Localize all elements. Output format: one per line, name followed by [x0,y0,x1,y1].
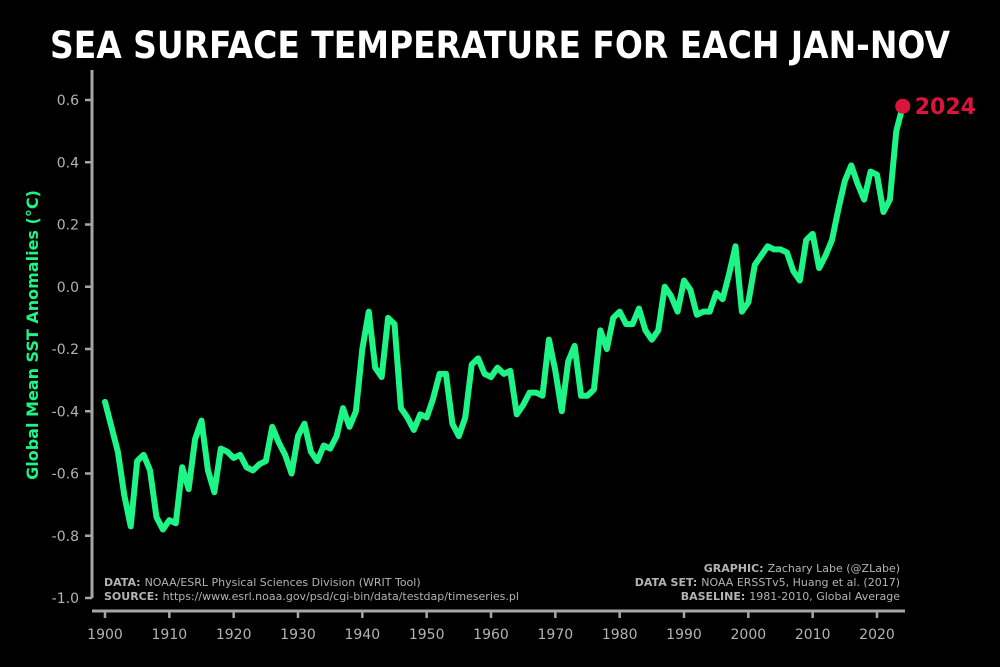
chart-title: SEA SURFACE TEMPERATURE FOR EACH JAN-NOV [50,24,950,67]
credit-dataset-key: DATA SET: [635,576,698,589]
x-axis: 1900 1910 1920 1930 1940 1950 1960 1970 1980 1990… [87,609,905,643]
x-tick-label: 1990 [666,627,702,643]
credit-source-key: SOURCE: [104,590,159,603]
credits-right: GRAPHIC: Zachary Labe (@ZLabe) DATA SET: N… [635,562,900,603]
y-tick-label: -0.2 [52,342,79,358]
y-tick-label: 0.4 [57,155,79,171]
highlight-label: 2024 [915,95,976,120]
y-tick-label: 0.2 [57,218,79,234]
y-tick-label: -0.8 [52,529,79,545]
x-tick-label: 1920 [216,627,252,643]
y-tick-label: -1.0 [52,591,79,607]
credit-data: DATA: NOAA/ESRL Physical Sciences Divisio… [104,576,421,589]
credit-baseline-value: 1981-2010, Global Average [749,590,900,603]
credit-dataset-value: NOAA ERSSTv5, Huang et al. (2017) [701,576,900,589]
x-tick-label: 2000 [731,627,767,643]
credit-graphic-key: GRAPHIC: [704,562,764,575]
x-tick-label: 1940 [345,627,381,643]
x-tick-label: 2020 [859,627,895,643]
y-axis-label: Global Mean SST Anomalies (°C) [23,190,42,480]
y-tick-label: 0.6 [57,93,79,109]
y-tick-label: 0.0 [57,280,79,296]
highlight-point [895,98,911,114]
credit-dataset: DATA SET: NOAA ERSSTv5, Huang et al. (201… [635,576,900,589]
y-axis: 0.6 0.4 0.2 0.0 -0.2 -0.4 -0.6 -0.8 -1.0 [52,70,94,607]
credit-baseline: BASELINE: 1981-2010, Global Average [681,590,901,603]
credit-source: SOURCE: https://www.esrl.noaa.gov/psd/cgi… [104,590,519,603]
x-tick-label: 1970 [538,627,574,643]
x-tick-label: 1950 [409,627,445,643]
x-tick-label: 1900 [87,627,123,643]
credit-graphic: GRAPHIC: Zachary Labe (@ZLabe) [704,562,900,575]
y-tick-label: -0.6 [52,467,79,483]
credit-source-value: https://www.esrl.noaa.gov/psd/cgi-bin/da… [163,590,519,603]
series-line-0 [102,103,906,533]
x-tick-label: 1910 [152,627,188,643]
series-layer: 2024 [102,95,976,533]
x-tick-label: 1930 [280,627,316,643]
x-tick-label: 1980 [602,627,638,643]
credit-graphic-value: Zachary Labe (@ZLabe) [768,562,900,575]
credit-data-key: DATA: [104,576,141,589]
x-tick-label: 2010 [795,627,831,643]
credits-left: DATA: NOAA/ESRL Physical Sciences Divisio… [104,576,519,603]
credit-baseline-key: BASELINE: [681,590,746,603]
y-tick-label: -0.4 [52,404,79,420]
credit-data-value: NOAA/ESRL Physical Sciences Division (WR… [145,576,421,589]
x-tick-label: 1960 [473,627,509,643]
